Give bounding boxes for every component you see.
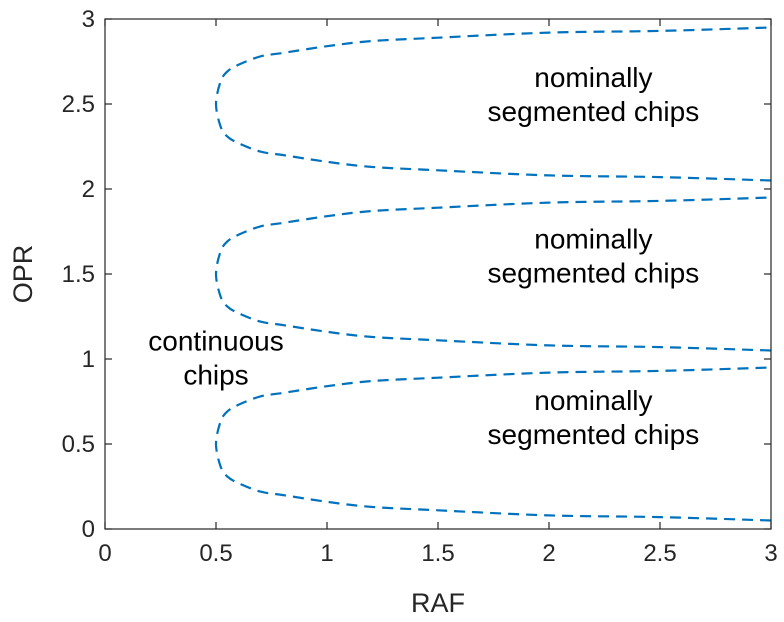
annotation-line: chips [183,360,248,391]
boundary-curves [214,26,772,522]
boundary-curve-2 [214,196,772,352]
annotation-line: segmented chips [488,258,700,289]
region-annotation-1: nominally segmented chips [488,62,700,127]
annotation-line: segmented chips [488,419,700,450]
annotation-line: nominally [534,62,652,93]
x-tick-label: 0.5 [199,540,232,567]
y-tick-label: 0 [82,516,95,543]
y-tick-label: 3 [82,6,95,33]
y-tick-label: 2 [82,176,95,203]
boundary-curve-1 [214,366,772,522]
x-tick-label: 3 [764,540,777,567]
y-axis-label: OPR [8,245,38,304]
y-tick-label: 2.5 [62,91,95,118]
x-tick-label: 1.5 [421,540,454,567]
annotation-line: nominally [534,385,652,416]
region-annotation-4: continuous chips [148,326,283,391]
x-tick-label: 2.5 [643,540,676,567]
axes: 0 0.5 1 1.5 2 2.5 3 0 0.5 1 1.5 2 2.5 3 [62,6,778,567]
region-annotation-3: nominally segmented chips [488,385,700,450]
y-tick-label: 1 [82,346,95,373]
y-tick-label: 1.5 [62,261,95,288]
x-tick-label: 1 [320,540,333,567]
annotation-line: continuous [148,326,283,357]
boundary-curve-3 [214,26,772,182]
y-tick-label: 0.5 [62,431,95,458]
x-axis-label: RAF [411,588,465,618]
annotation-line: segmented chips [488,96,700,127]
x-tick-label: 0 [98,540,111,567]
x-tick-label: 2 [542,540,555,567]
annotation-line: nominally [534,224,652,255]
region-annotation-2: nominally segmented chips [488,224,700,289]
